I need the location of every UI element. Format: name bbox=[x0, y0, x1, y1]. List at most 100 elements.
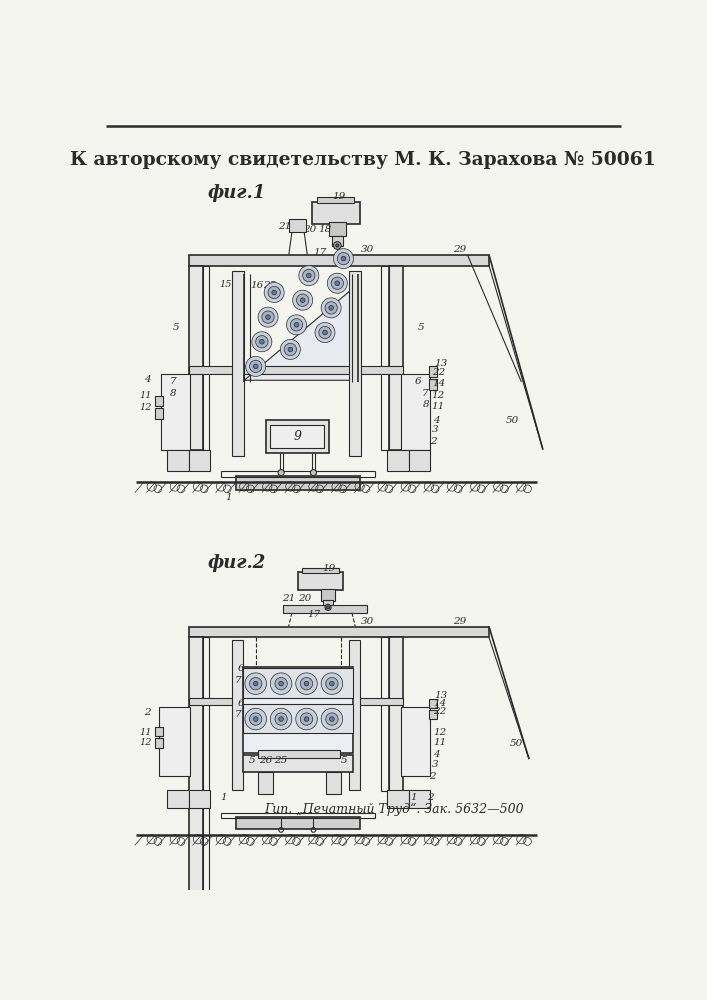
Text: 3: 3 bbox=[432, 425, 438, 434]
Bar bbox=[298, 572, 343, 590]
Text: 2: 2 bbox=[429, 772, 436, 781]
Text: 8: 8 bbox=[423, 400, 430, 409]
Bar bbox=[189, 366, 403, 374]
Text: 15: 15 bbox=[219, 280, 232, 289]
Text: 19: 19 bbox=[322, 564, 335, 573]
Text: 6: 6 bbox=[415, 377, 421, 386]
Circle shape bbox=[341, 256, 346, 261]
Bar bbox=[203, 637, 209, 1000]
Text: 6: 6 bbox=[238, 699, 244, 708]
Text: 1: 1 bbox=[410, 793, 417, 802]
Bar bbox=[232, 271, 244, 456]
Text: 6: 6 bbox=[238, 664, 244, 673]
Bar bbox=[349, 271, 361, 456]
Bar bbox=[324, 600, 333, 607]
Circle shape bbox=[310, 470, 317, 476]
Bar bbox=[160, 707, 190, 776]
Circle shape bbox=[270, 673, 292, 694]
Bar bbox=[349, 640, 360, 790]
Bar bbox=[409, 450, 431, 471]
Circle shape bbox=[331, 277, 344, 289]
Text: 25: 25 bbox=[274, 756, 288, 765]
Text: 16: 16 bbox=[250, 281, 264, 290]
Text: 7: 7 bbox=[170, 377, 177, 386]
Circle shape bbox=[266, 315, 270, 319]
Circle shape bbox=[327, 273, 347, 293]
Circle shape bbox=[252, 332, 272, 352]
Bar bbox=[161, 374, 190, 450]
Text: 12: 12 bbox=[433, 728, 446, 737]
Circle shape bbox=[291, 319, 303, 331]
Text: 11: 11 bbox=[139, 391, 152, 400]
Bar bbox=[189, 637, 203, 1000]
Circle shape bbox=[256, 336, 268, 348]
Text: 11: 11 bbox=[433, 738, 446, 747]
Bar bbox=[317, 197, 354, 203]
Bar bbox=[332, 236, 343, 246]
Circle shape bbox=[250, 713, 262, 725]
Circle shape bbox=[335, 281, 339, 286]
Circle shape bbox=[245, 708, 267, 730]
Text: 9: 9 bbox=[293, 430, 301, 443]
Circle shape bbox=[275, 677, 287, 690]
Text: 3: 3 bbox=[432, 760, 438, 769]
Text: 8: 8 bbox=[170, 389, 177, 398]
Text: Гип. „Печатный Труд“. Зак. 5632—500: Гип. „Печатный Труд“. Зак. 5632—500 bbox=[264, 803, 524, 816]
Text: 19: 19 bbox=[332, 192, 346, 201]
Circle shape bbox=[268, 286, 281, 299]
Text: 2: 2 bbox=[144, 708, 151, 717]
Circle shape bbox=[299, 266, 319, 286]
Bar bbox=[221, 813, 375, 818]
Text: 8: 8 bbox=[247, 681, 254, 690]
Bar bbox=[258, 772, 274, 794]
Bar bbox=[243, 755, 354, 772]
Circle shape bbox=[262, 311, 274, 323]
Bar bbox=[402, 374, 431, 450]
Circle shape bbox=[304, 681, 309, 686]
Bar bbox=[236, 476, 360, 490]
Text: 4: 4 bbox=[433, 416, 440, 425]
Bar bbox=[312, 202, 360, 224]
Text: 50: 50 bbox=[506, 416, 519, 425]
Circle shape bbox=[270, 708, 292, 730]
Bar bbox=[288, 219, 305, 232]
Bar bbox=[189, 266, 203, 450]
Circle shape bbox=[329, 717, 334, 721]
Text: 50: 50 bbox=[510, 739, 523, 748]
Circle shape bbox=[304, 717, 309, 721]
Text: 18: 18 bbox=[318, 225, 332, 234]
Circle shape bbox=[281, 339, 300, 359]
Circle shape bbox=[329, 681, 334, 686]
Circle shape bbox=[319, 326, 331, 339]
Bar bbox=[270, 425, 325, 448]
Text: фиг.2: фиг.2 bbox=[207, 554, 265, 572]
Bar bbox=[167, 790, 189, 808]
Circle shape bbox=[250, 360, 262, 373]
Circle shape bbox=[250, 677, 262, 690]
Circle shape bbox=[245, 673, 267, 694]
Text: 12: 12 bbox=[139, 403, 152, 412]
Circle shape bbox=[334, 249, 354, 269]
Circle shape bbox=[293, 290, 312, 310]
Bar bbox=[283, 605, 368, 613]
Circle shape bbox=[279, 681, 284, 686]
Bar bbox=[155, 727, 163, 736]
Circle shape bbox=[300, 298, 305, 302]
Text: 8: 8 bbox=[247, 715, 254, 724]
Circle shape bbox=[284, 343, 296, 356]
Circle shape bbox=[259, 339, 264, 344]
Bar bbox=[266, 420, 329, 453]
Bar bbox=[329, 222, 346, 236]
Bar bbox=[203, 266, 209, 450]
Bar bbox=[321, 589, 335, 601]
Circle shape bbox=[296, 673, 317, 694]
Bar bbox=[389, 637, 403, 791]
Text: 30: 30 bbox=[361, 245, 374, 254]
Text: 1: 1 bbox=[220, 793, 227, 802]
Text: 7: 7 bbox=[422, 389, 428, 398]
Text: 17: 17 bbox=[307, 610, 320, 619]
Bar bbox=[243, 667, 354, 753]
Text: 20: 20 bbox=[298, 594, 311, 603]
Bar bbox=[167, 450, 189, 471]
Circle shape bbox=[286, 315, 307, 335]
